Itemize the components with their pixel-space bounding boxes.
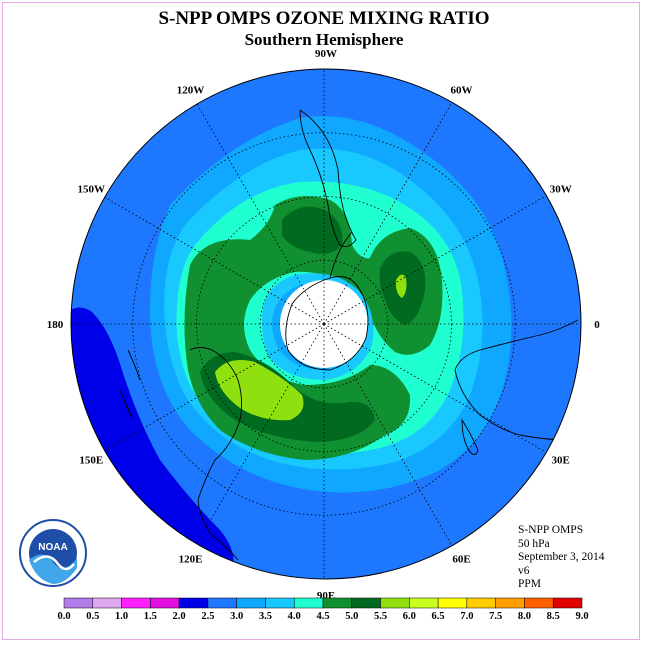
antarctica-coastline [285, 276, 369, 371]
info-version: v6 [518, 564, 530, 577]
pole-marker [322, 322, 326, 326]
map-boundary [70, 68, 582, 580]
meridian-line [196, 102, 325, 325]
longitude-label: 90W [315, 48, 337, 60]
longitude-label: 120W [177, 84, 205, 96]
longitude-label: 150E [79, 455, 103, 467]
info-level: 50 hPa [518, 537, 550, 550]
map-title: S-NPP OMPS OZONE MIXING RATIO [158, 8, 490, 29]
latitude-circle [259, 259, 389, 389]
info-panel: S-NPP OMPS 50 hPa September 3, 2014 v6 P… [518, 524, 605, 592]
map-subtitle: Southern Hemisphere [244, 30, 404, 49]
longitude-label: 30E [552, 455, 570, 467]
australia-coastline [189, 347, 243, 561]
logo-text: NOAA [38, 542, 67, 553]
antarctic-peninsula-coastline [329, 231, 353, 279]
south-america-coastline [299, 109, 357, 248]
new-zealand-coastline [119, 349, 141, 419]
longitude-label: 120E [179, 554, 203, 566]
madagascar-coastline [461, 418, 479, 455]
noaa-logo-icon: NOAA [19, 519, 87, 587]
meridian-line [102, 323, 325, 452]
longitude-labels: 90W 60W 30W 0 30E 60E 90E 120E 150E 180 150W 120W [47, 48, 601, 602]
longitude-label: 0 [594, 319, 600, 331]
longitude-label: 60E [452, 554, 470, 566]
contour-2-0 [71, 307, 234, 578]
meridian-line [323, 196, 546, 325]
meridian-line [323, 102, 452, 325]
latitude-circle [196, 196, 452, 452]
longitude-label: 180 [47, 319, 64, 331]
ozone-field [71, 69, 581, 579]
contour-5-5 [395, 274, 407, 298]
meridian-line [102, 196, 325, 325]
meridian-line [323, 323, 452, 546]
longitude-label: 150W [78, 184, 106, 196]
lat-lon-grid [69, 69, 579, 579]
contour-5-5 [215, 359, 304, 421]
meridian-line [323, 323, 546, 452]
longitude-label: 30W [550, 184, 572, 196]
meridian-line [196, 323, 325, 546]
longitude-label: 90E [317, 590, 335, 602]
info-date: September 3, 2014 [518, 551, 605, 563]
longitude-label: 60W [451, 84, 473, 96]
image-frame [2, 2, 640, 640]
latitude-circle [132, 132, 516, 516]
info-units: PPM [518, 578, 542, 590]
coastlines [119, 109, 579, 561]
africa-coastline [454, 319, 579, 441]
contour-5-0 [282, 206, 343, 254]
info-satellite: S-NPP OMPS [518, 524, 584, 536]
